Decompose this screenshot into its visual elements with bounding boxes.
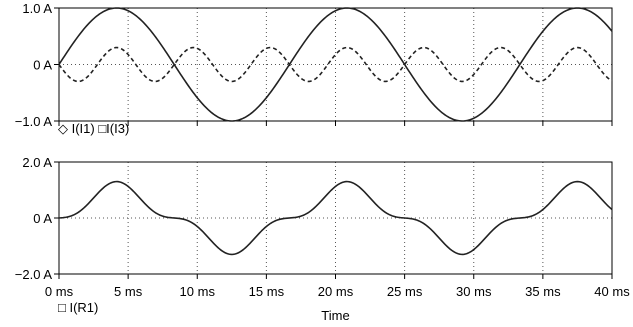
series-line-ii3 [58, 46, 613, 83]
y-tick-label: 0 A [33, 58, 52, 73]
x-tick-label: 20 ms [318, 284, 354, 299]
x-axis-label: Time [321, 308, 349, 323]
y-tick-label: 0 A [33, 211, 52, 226]
y-tick-label: 2.0 A [22, 155, 52, 170]
series-line-ii1 [58, 7, 613, 122]
legend-1: □ I(R1) [58, 300, 98, 315]
x-tick-label: 25 ms [387, 284, 423, 299]
y-tick-label: 1.0 A [22, 1, 52, 16]
x-tick-label: 10 ms [180, 284, 216, 299]
x-tick-label: 35 ms [525, 284, 561, 299]
y-tick-label: −2.0 A [15, 267, 53, 282]
series-line-ir1 [58, 180, 613, 256]
x-tick-label: 30 ms [456, 284, 492, 299]
x-tick-label: 0 ms [45, 284, 74, 299]
y-tick-label: −1.0 A [15, 114, 53, 129]
x-tick-label: 40 ms [594, 284, 630, 299]
legend-0: ◇ I(I1) □I(I3) [58, 121, 129, 136]
x-tick-label: 5 ms [114, 284, 143, 299]
x-tick-label: 15 ms [249, 284, 285, 299]
